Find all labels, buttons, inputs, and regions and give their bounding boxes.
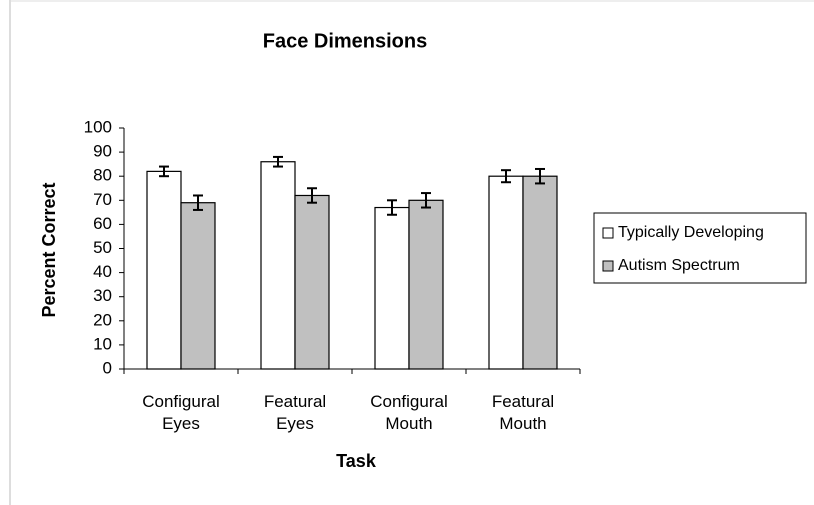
bar xyxy=(408,199,444,370)
legend-label: Autism Spectrum xyxy=(618,257,740,274)
legend xyxy=(593,212,807,284)
y-tick-label: 50 xyxy=(93,238,112,257)
bar xyxy=(260,161,296,370)
y-tick-label: 40 xyxy=(93,262,112,281)
x-tick-label: Featural Mouth xyxy=(491,392,555,433)
y-tick-label: 10 xyxy=(93,334,112,353)
x-tick-label: Featural Eyes xyxy=(263,392,327,433)
bar xyxy=(374,206,410,370)
y-tick-label: 90 xyxy=(93,142,112,161)
x-axis-label: Task xyxy=(336,451,377,471)
error-bar xyxy=(193,194,203,211)
legend-label: Typically Developing xyxy=(618,224,764,241)
error-bar xyxy=(307,187,317,204)
bar xyxy=(488,175,524,370)
chart-title: Face Dimensions xyxy=(263,30,428,52)
bar xyxy=(522,175,558,370)
error-bar xyxy=(535,167,545,185)
y-tick-label: 70 xyxy=(93,190,112,209)
error-bar xyxy=(421,192,431,209)
x-tick-label: Configural Mouth xyxy=(370,392,448,433)
y-tick-label: 60 xyxy=(93,214,112,233)
y-tick-label: 100 xyxy=(84,117,112,136)
y-tick-label: 0 xyxy=(103,358,112,377)
y-axis-label: Percent Correct xyxy=(39,182,59,317)
bar xyxy=(294,194,330,370)
y-tick-label: 80 xyxy=(93,166,112,185)
bar xyxy=(146,170,182,370)
error-bar xyxy=(501,169,511,184)
y-tick-label: 20 xyxy=(93,310,112,329)
error-bar xyxy=(273,155,283,168)
legend-swatch xyxy=(602,227,614,239)
bar xyxy=(180,202,216,370)
y-tick-label: 30 xyxy=(93,286,112,305)
legend-swatch xyxy=(602,260,614,272)
error-bar xyxy=(387,199,397,216)
x-tick-label: Configural Eyes xyxy=(142,392,220,433)
error-bar xyxy=(159,165,169,178)
